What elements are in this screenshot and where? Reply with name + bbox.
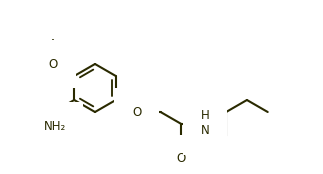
Text: H
N: H N bbox=[201, 109, 210, 137]
Text: O: O bbox=[177, 152, 186, 165]
Text: O: O bbox=[49, 57, 58, 70]
Text: NH₂: NH₂ bbox=[43, 120, 66, 133]
Text: O: O bbox=[132, 105, 141, 118]
